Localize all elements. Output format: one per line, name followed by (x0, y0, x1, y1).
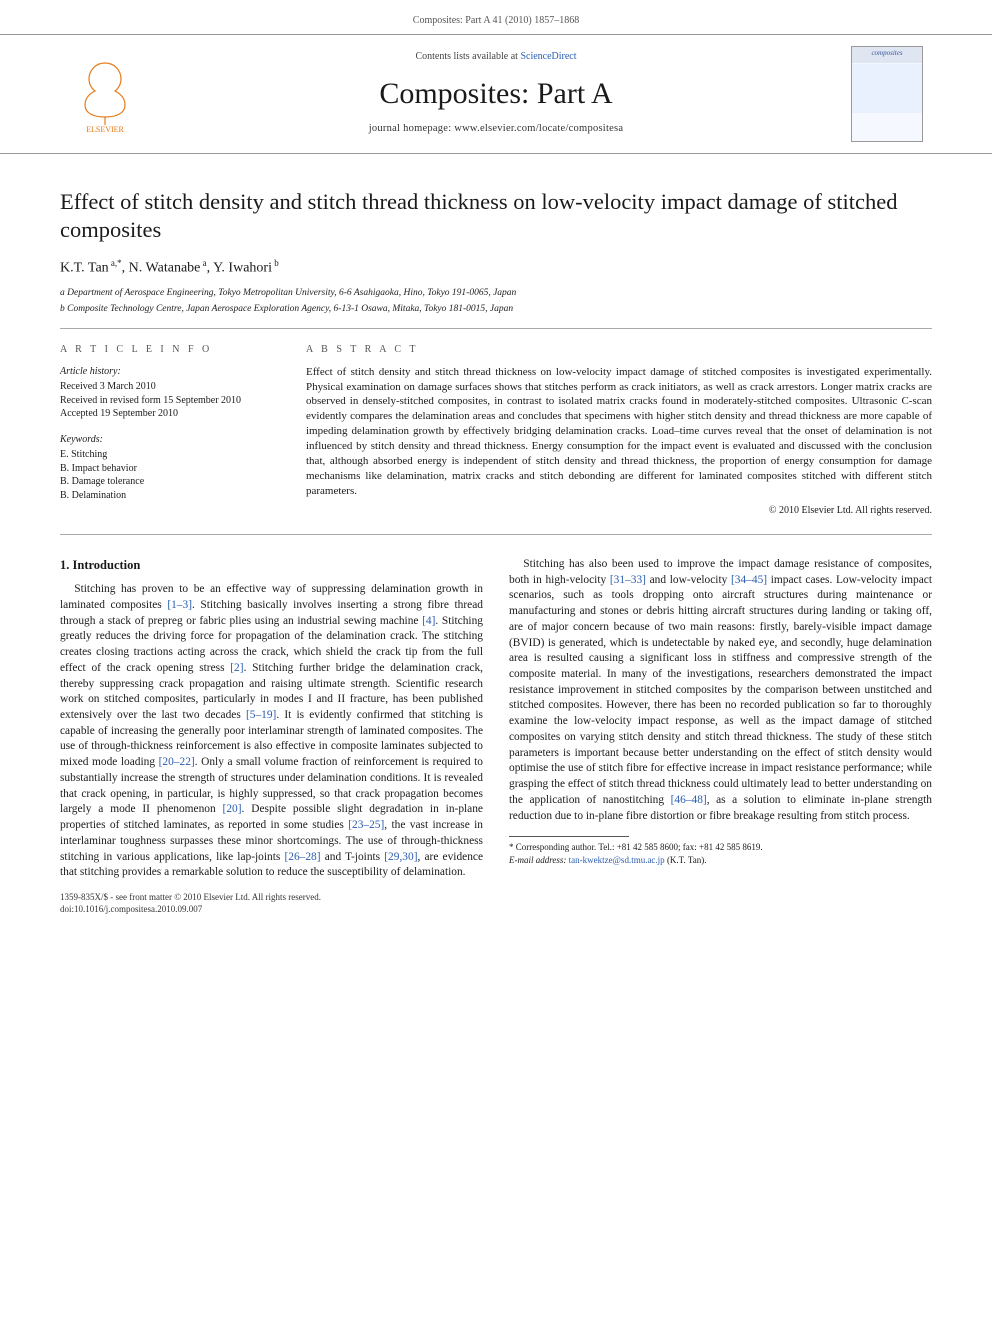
elsevier-tree-icon: ELSEVIER (71, 55, 139, 133)
article-front: Effect of stitch density and stitch thre… (0, 154, 992, 535)
abstract-text: Effect of stitch density and stitch thre… (306, 365, 932, 499)
ref-2[interactable]: [2] (230, 662, 243, 674)
article-history-block: Article history: Received 3 March 2010 R… (60, 365, 280, 421)
contents-prefix: Contents lists available at (415, 51, 520, 62)
running-head: Composites: Part A 41 (2010) 1857–1868 (0, 0, 992, 34)
history-accepted: Accepted 19 September 2010 (60, 407, 280, 421)
article-info-head: A R T I C L E I N F O (60, 343, 280, 357)
footnotes-block: * Corresponding author. Tel.: +81 42 585… (509, 841, 932, 866)
sciencedirect-link[interactable]: ScienceDirect (520, 51, 576, 62)
publisher-logo-slot: ELSEVIER (60, 55, 150, 133)
author-2-affil: a (200, 258, 206, 268)
body-two-column: 1. Introduction Stitching has proven to … (0, 535, 992, 881)
footnote-rule (509, 836, 629, 837)
journal-name: Composites: Part A (150, 74, 842, 115)
ref-46-48[interactable]: [46–48] (671, 794, 707, 806)
contents-available-line: Contents lists available at ScienceDirec… (150, 50, 842, 64)
article-info-col: A R T I C L E I N F O Article history: R… (60, 343, 280, 518)
front-matter-line: 1359-835X/$ - see front matter © 2010 El… (60, 891, 932, 903)
ref-31-33[interactable]: [31–33] (610, 574, 646, 586)
history-label: Article history: (60, 365, 280, 379)
citation-text: Composites: Part A 41 (2010) 1857–1868 (413, 15, 579, 26)
page-footer: 1359-835X/$ - see front matter © 2010 El… (0, 881, 992, 935)
email-line: E-mail address: tan-kwektze@sd.tmu.ac.jp… (509, 854, 932, 866)
email-label: E-mail address: (509, 855, 566, 865)
section-1-heading: 1. Introduction (60, 557, 483, 574)
intro-paragraph-1: Stitching has proven to be an effective … (60, 582, 483, 881)
author-3: Y. Iwahori (213, 261, 272, 276)
history-received: Received 3 March 2010 (60, 380, 280, 394)
abstract-head: A B S T R A C T (306, 343, 932, 357)
ref-34-45[interactable]: [34–45] (731, 574, 767, 586)
journal-cover-thumbnail: composites (851, 46, 923, 142)
cover-title: composites (852, 49, 922, 58)
author-1: K.T. Tan (60, 261, 109, 276)
info-abstract-row: A R T I C L E I N F O Article history: R… (60, 328, 932, 535)
keyword-1: E. Stitching (60, 448, 280, 462)
journal-cover-slot: composites (842, 46, 932, 142)
intro-paragraph-2: Stitching has also been used to improve … (509, 557, 932, 824)
abstract-copyright: © 2010 Elsevier Ltd. All rights reserved… (306, 504, 932, 518)
journal-homepage-line: journal homepage: www.elsevier.com/locat… (150, 122, 842, 136)
homepage-prefix: journal homepage: (369, 123, 455, 134)
author-email[interactable]: tan-kwektze@sd.tmu.ac.jp (569, 855, 665, 865)
ref-26-28[interactable]: [26–28] (284, 851, 320, 863)
ref-23-25[interactable]: [23–25] (348, 819, 384, 831)
author-2: N. Watanabe (129, 261, 201, 276)
author-list: K.T. Tan a,*, N. Watanabe a, Y. Iwahori … (60, 257, 932, 279)
masthead-center: Contents lists available at ScienceDirec… (150, 50, 842, 136)
author-3-affil: b (272, 258, 279, 268)
abstract-col: A B S T R A C T Effect of stitch density… (306, 343, 932, 518)
keyword-4: B. Delamination (60, 489, 280, 503)
section-number: 1. (60, 558, 69, 572)
doi-line: doi:10.1016/j.compositesa.2010.09.007 (60, 903, 932, 915)
journal-masthead: ELSEVIER Contents lists available at Sci… (0, 34, 992, 154)
ref-20-22[interactable]: [20–22] (159, 756, 195, 768)
keywords-block: Keywords: E. Stitching B. Impact behavio… (60, 433, 280, 503)
ref-29-30[interactable]: [29,30] (384, 851, 417, 863)
article-title: Effect of stitch density and stitch thre… (60, 188, 932, 246)
section-title: Introduction (73, 558, 141, 572)
affiliation-a: a Department of Aerospace Engineering, T… (60, 287, 932, 300)
publisher-name: ELSEVIER (86, 125, 124, 133)
history-revised: Received in revised form 15 September 20… (60, 394, 280, 408)
email-attrib: (K.T. Tan). (667, 855, 707, 865)
ref-4[interactable]: [4] (422, 615, 435, 627)
keyword-2: B. Impact behavior (60, 462, 280, 476)
homepage-url[interactable]: www.elsevier.com/locate/compositesa (454, 123, 623, 134)
keywords-label: Keywords: (60, 433, 280, 447)
author-1-affil: a,* (109, 258, 122, 268)
ref-5-19[interactable]: [5–19] (246, 709, 276, 721)
corresponding-author-note: * Corresponding author. Tel.: +81 42 585… (509, 841, 932, 853)
affiliation-b: b Composite Technology Centre, Japan Aer… (60, 303, 932, 316)
ref-1-3[interactable]: [1–3] (167, 599, 192, 611)
ref-20[interactable]: [20] (223, 803, 242, 815)
keyword-3: B. Damage tolerance (60, 475, 280, 489)
